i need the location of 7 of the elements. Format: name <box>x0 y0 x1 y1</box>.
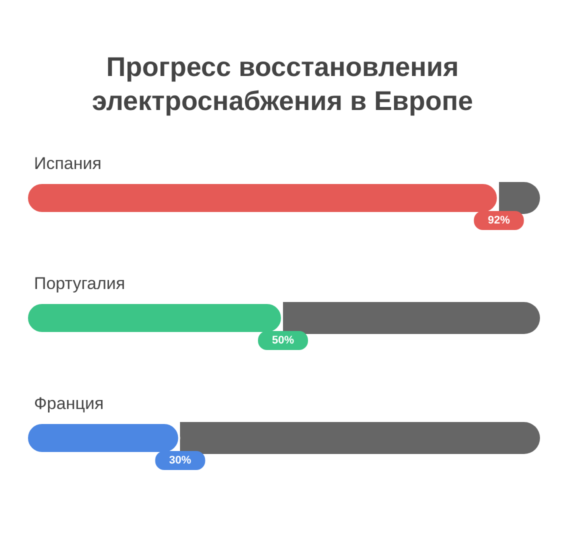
y-tick-label: Франция <box>34 394 104 413</box>
data-label: 50% <box>272 334 294 346</box>
y-tick-label: Испания <box>34 154 102 173</box>
chart-title: Прогресс восстановления электроснабжения в Европе <box>90 51 474 118</box>
data-label: 92% <box>488 214 510 226</box>
data-label: 30% <box>169 454 192 466</box>
y-tick-label: Португалия <box>34 274 126 293</box>
